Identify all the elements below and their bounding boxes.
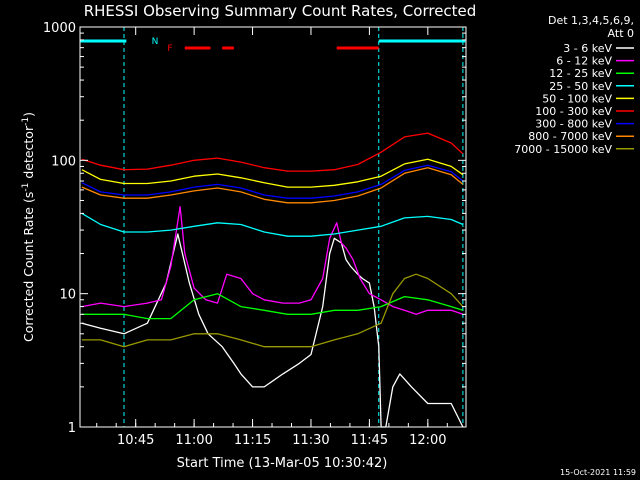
series-line [81, 132, 464, 172]
y-axis-label-sup: -1 [21, 117, 31, 126]
legend-label: 7000 - 15000 keV [514, 143, 612, 156]
plot-area: NF [80, 27, 466, 428]
y-axis-label-part: detector [21, 125, 36, 183]
plot-frame [79, 26, 467, 428]
y-tick-label: 10 [59, 288, 76, 303]
y-tick-label: 100 [51, 154, 76, 169]
y-tick-label: 1000 [43, 21, 76, 36]
y-axis-label-part: Corrected Count Rate (s [21, 192, 36, 342]
series-line [81, 167, 464, 204]
series-line [81, 293, 464, 320]
legend-label: 25 - 50 keV [549, 80, 612, 93]
y-tick-label: 1 [68, 421, 76, 436]
x-tick-label: 11:30 [292, 433, 329, 448]
series-line [81, 158, 464, 188]
legend-label: 800 - 7000 keV [528, 130, 612, 143]
flag-label: N [152, 37, 159, 47]
series-line [81, 233, 464, 428]
legend-label: 6 - 12 keV [556, 55, 612, 68]
series-line [81, 273, 464, 348]
x-axis-label: Start Time (13-Mar-05 10:30:42) [177, 456, 388, 471]
y-axis-label-part: ) [21, 112, 36, 117]
legend-header-line: Att 0 [608, 27, 634, 40]
legend-label: 3 - 6 keV [563, 42, 612, 55]
legend-label: 100 - 300 keV [535, 105, 612, 118]
x-axis: 10:45 11:00 11:15 11:30 11:45 12:00 [96, 27, 448, 448]
flag-label: F [167, 44, 172, 54]
x-tick-label: 11:15 [234, 433, 271, 448]
legend-header-line: Det 1,3,4,5,6,9, [548, 14, 634, 27]
legend-label: 50 - 100 keV [542, 92, 612, 105]
legend-label: 300 - 800 keV [535, 118, 612, 131]
x-tick-label: 11:45 [351, 433, 388, 448]
x-tick-label: 11:00 [175, 433, 212, 448]
chart-title: RHESSI Observing Summary Count Rates, Co… [84, 2, 477, 20]
y-axis-label-sup: -1 [21, 183, 31, 192]
timestamp: 15-Oct-2021 11:59 [560, 468, 636, 477]
y-axis-label: Corrected Count Rate (s-1 detector-1) [21, 112, 36, 342]
legend-label: 12 - 25 keV [549, 67, 612, 80]
series-line [81, 212, 464, 237]
x-tick-label: 12:00 [409, 433, 446, 448]
series-line [81, 164, 464, 199]
x-tick-label: 10:45 [117, 433, 154, 448]
y-axis: 1 10 100 1000 [43, 21, 466, 436]
